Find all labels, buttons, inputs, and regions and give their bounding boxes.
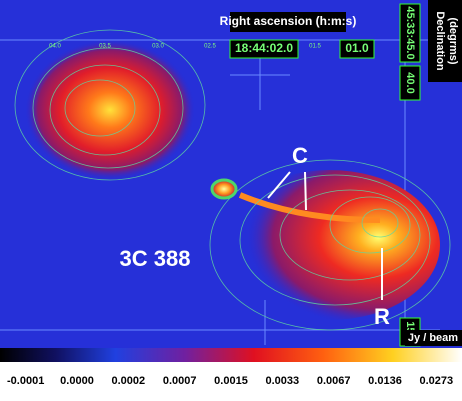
ra-label: 18:44:02.0 <box>235 41 293 55</box>
ra-title: Right ascension (h:m:s) <box>220 14 357 28</box>
dec-title: (degrms) <box>447 17 459 64</box>
north-lobe <box>25 40 195 180</box>
ra-minor-label: 03.0 <box>152 44 164 50</box>
ra-minor-label: 04.0 <box>49 44 61 50</box>
core-label: C <box>292 143 308 168</box>
colorbar-label: 0.0033 <box>266 375 300 387</box>
colorbar-label: -0.0001 <box>7 375 44 387</box>
ra-minor-label: 03.5 <box>99 44 111 50</box>
page: C R 3C 388 04.0 03.5 03.0 02.5 01.5 Right as… <box>0 0 462 401</box>
colorbar-label: 0.0136 <box>368 375 402 387</box>
colorbar-unit: Jy / beam <box>408 332 458 344</box>
colorbar <box>0 348 462 362</box>
dec-title: Declination <box>434 11 446 71</box>
colorbar-label: 0.0007 <box>163 375 197 387</box>
colorbar-label: 0.0002 <box>112 375 146 387</box>
south-lobe <box>220 170 440 320</box>
colorbar-label: 0.0000 <box>60 375 94 387</box>
colorbar-label: 0.0273 <box>420 375 454 387</box>
source-label: 3C 388 <box>120 246 191 271</box>
ra-label: 01.0 <box>345 41 369 55</box>
ra-minor-label: 02.5 <box>204 44 216 50</box>
dec-label: 40.0 <box>404 72 416 93</box>
colorbar-label: 0.0067 <box>317 375 351 387</box>
colorbar-label: 0.0015 <box>214 375 248 387</box>
core <box>212 180 236 198</box>
dec-label: 45:33:45.0 <box>404 6 416 59</box>
ra-minor-label: 01.5 <box>309 44 321 50</box>
colorbar-labels: -0.0001 0.0000 0.0002 0.0007 0.0015 0.0033 0.0… <box>7 375 453 387</box>
hotspot-label: R <box>374 304 390 329</box>
